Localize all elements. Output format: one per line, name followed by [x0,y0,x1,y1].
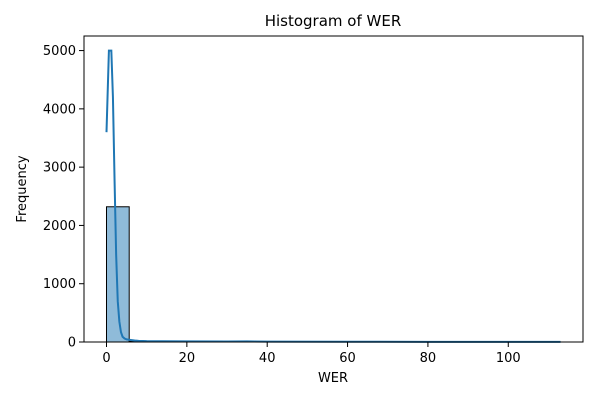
histogram-bars [105,206,562,343]
y-tick-label: 1000 [43,277,76,292]
y-axis-label: Frequency [15,155,30,222]
y-tick-label: 0 [68,336,76,351]
x-tick-label: 80 [420,351,437,366]
plot-frame [83,35,584,343]
kde-line [105,49,561,343]
x-tick-label: 100 [496,351,521,366]
y-tick-label: 3000 [43,161,76,176]
x-axis-label: WER [318,371,348,386]
y-tick-label: 2000 [43,219,76,234]
x-tick-label: 0 [102,351,110,366]
histogram-bar [105,206,130,343]
x-tick-label: 60 [339,351,356,366]
y-tick-label: 4000 [43,102,76,117]
chart-title: Histogram of WER [265,12,402,30]
x-axis-ticks: 0 20 40 60 80 100 [102,342,521,366]
x-tick-label: 20 [179,351,196,366]
y-axis-ticks: 0 1000 2000 3000 4000 5000 [43,44,84,351]
y-tick-label: 5000 [43,44,76,59]
x-tick-label: 40 [259,351,276,366]
